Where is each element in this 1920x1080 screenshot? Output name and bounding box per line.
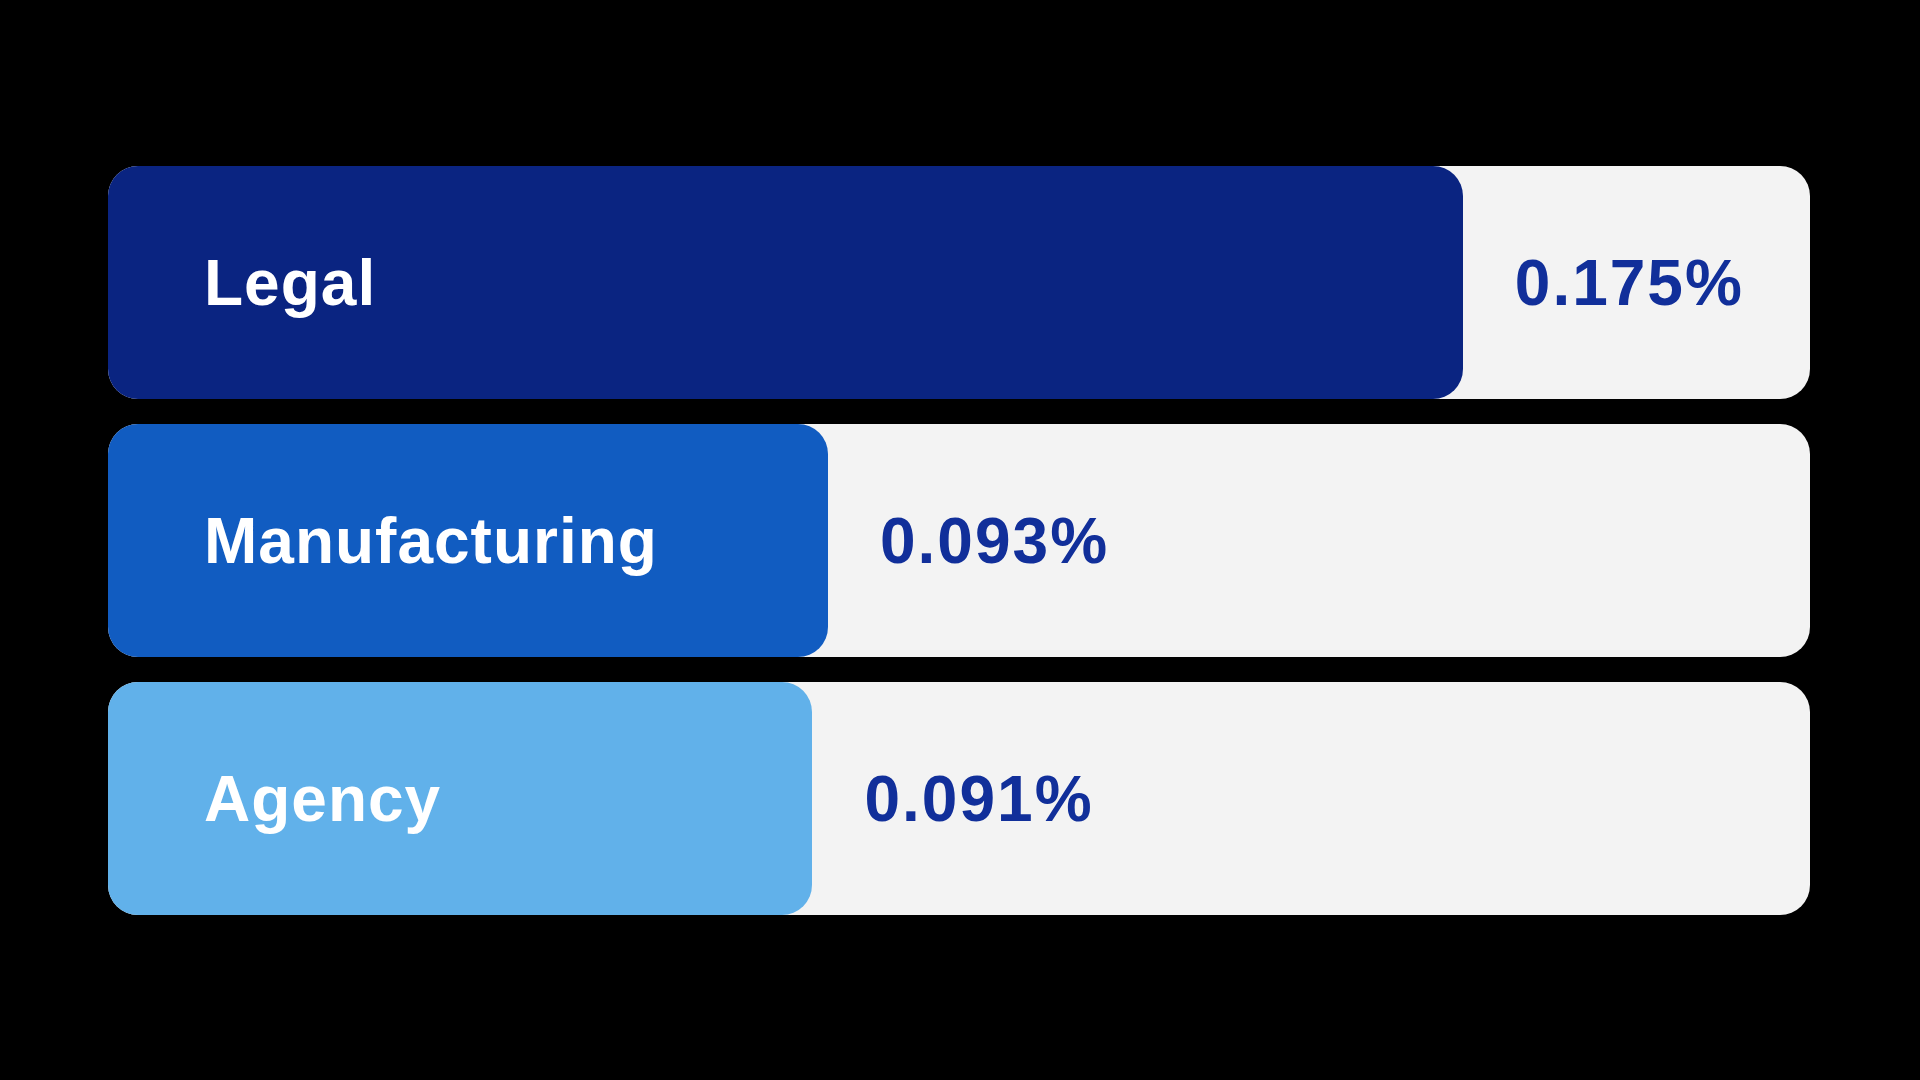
bar-label-agency: Agency xyxy=(108,762,441,836)
bar-label-legal: Legal xyxy=(108,246,376,320)
bar-chart: Legal 0.175% Manufacturing 0.093% Agency… xyxy=(108,166,1810,915)
bar-row-agency: Agency 0.091% xyxy=(108,682,1810,915)
bar-legal: Legal xyxy=(108,166,1463,399)
bar-value-legal: 0.175% xyxy=(1515,246,1744,320)
bar-agency: Agency xyxy=(108,682,812,915)
bar-row-legal: Legal 0.175% xyxy=(108,166,1810,399)
bar-label-manufacturing: Manufacturing xyxy=(108,504,658,578)
bar-value-agency: 0.091% xyxy=(864,762,1093,836)
bar-value-manufacturing: 0.093% xyxy=(880,504,1109,578)
bar-manufacturing: Manufacturing xyxy=(108,424,828,657)
bar-row-manufacturing: Manufacturing 0.093% xyxy=(108,424,1810,657)
